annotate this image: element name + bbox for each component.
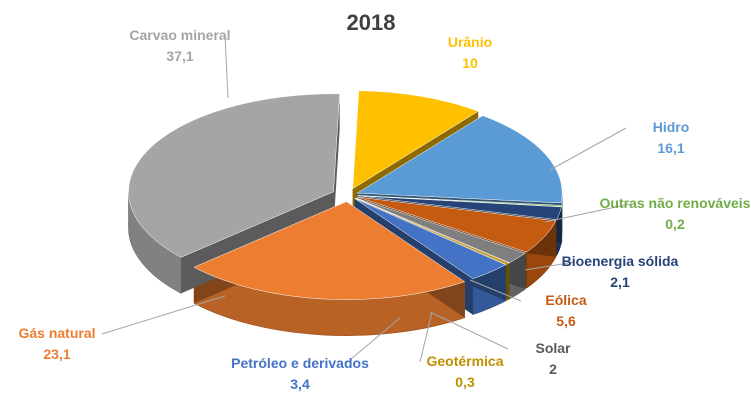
label-value-petroleo-e-derivados: 3,4	[290, 376, 310, 392]
label-category-hidro: Hidro	[653, 119, 690, 135]
slice-gas-natural	[193, 201, 466, 300]
label-category-geotermica: Geotérmica	[426, 353, 503, 369]
label-category-petroleo-e-derivados: Petróleo e derivados	[231, 355, 369, 371]
slice-uranio	[352, 90, 479, 190]
leader-line-bioenergia-solida	[524, 261, 576, 271]
label-value-gas-natural: 23,1	[43, 346, 70, 362]
label-category-gas-natural: Gás natural	[18, 325, 95, 341]
label-value-uranio: 10	[462, 55, 478, 71]
slice-hidro	[356, 115, 563, 204]
slice-carvao-mineral	[128, 93, 340, 258]
slice-geotermica	[355, 197, 510, 265]
label-category-uranio: Urânio	[448, 34, 492, 50]
leader-line-carvao-mineral	[224, 35, 229, 99]
label-value-solar: 2	[549, 361, 557, 377]
leader-line-petroleo-e-derivados	[344, 317, 401, 365]
label-category-solar: Solar	[535, 340, 571, 356]
label-value-eolica: 5,6	[556, 313, 576, 329]
label-value-bioenergia-solida: 2,1	[610, 274, 630, 290]
slice-eolica	[357, 196, 557, 253]
label-category-carvao-mineral: Carvao mineral	[129, 27, 230, 43]
chart-title: 2018	[347, 10, 396, 35]
slice-petroleo-e-derivados	[354, 198, 507, 279]
slice-labels: Urânio 10 Hidro 16,1 Outras não renováveis 0,…	[18, 27, 750, 392]
label-value-hidro: 16,1	[657, 140, 684, 156]
label-category-bioenergia-solida: Bioenergia sólida	[562, 253, 679, 269]
leader-line-solar	[429, 311, 509, 350]
leader-line-geotermica	[419, 311, 433, 363]
leader-line-gas-natural	[101, 295, 226, 335]
slice-wall-carvao-mineral	[333, 93, 340, 228]
label-category-eolica: Eólica	[545, 292, 586, 308]
label-value-geotermica: 0,3	[455, 374, 475, 390]
label-value-carvao-mineral: 37,1	[166, 48, 193, 64]
label-category-outras-nao-renovaveis: Outras não renováveis	[600, 195, 751, 211]
pie-tops	[128, 90, 563, 300]
leader-line-eolica	[469, 279, 522, 302]
leader-line-outras-nao-renovaveis	[544, 203, 631, 223]
leader-lines	[101, 35, 631, 365]
label-value-outras-nao-renovaveis: 0,2	[665, 216, 685, 232]
slice-outras-nao-renovaveis	[357, 195, 563, 207]
slice-solar	[355, 197, 526, 264]
leader-line-hidro	[549, 127, 627, 171]
